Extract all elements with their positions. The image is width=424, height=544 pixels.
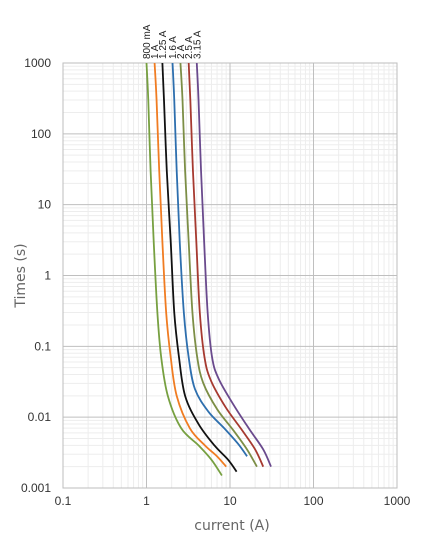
series-lines: [145, 62, 272, 477]
x-tick-label: 10: [223, 494, 237, 508]
y-tick-label: 0.01: [28, 410, 52, 424]
y-tick-label: 0.1: [34, 339, 51, 353]
series-label-2-5-a: 2.5 A: [184, 36, 195, 59]
axis-ticks: 0.1 1 10 100 1000 1000 100 10 1 0.1 0.01 0.001: [21, 56, 411, 508]
series-line-2-a: [179, 62, 258, 468]
x-tick-label: 0.1: [55, 494, 72, 508]
series-line-2-5-a: [187, 62, 265, 468]
series-label-1-6-a: 1.6 A: [168, 36, 179, 59]
series-line-1-6-a: [171, 62, 248, 457]
series-label-3-15-a: 3.15 A: [192, 30, 203, 59]
series-label-2-a: 2 A: [176, 44, 187, 59]
y-tick-label: 10: [38, 198, 52, 212]
x-tick-label: 100: [303, 494, 323, 508]
x-tick-label: 1: [143, 494, 150, 508]
y-tick-label: 100: [31, 127, 51, 141]
x-axis-title: current (A): [194, 518, 269, 534]
y-tick-label: 1000: [24, 56, 51, 70]
plot-frame: [62, 62, 398, 489]
series-line-1-a: [153, 62, 227, 468]
y-axis-title: Times (s): [13, 243, 29, 308]
y-tick-label: 0.001: [21, 481, 51, 495]
x-tick-label: 1000: [384, 494, 411, 508]
series-label-1-a: 1 A: [150, 44, 161, 59]
series-labels: 800 mA1 A1.25 A 1.6 A2 A2.5 A3.15 A: [142, 24, 203, 59]
y-tick-label: 1: [44, 269, 51, 283]
series-label-1-25-a: 1.25 A: [158, 30, 169, 59]
series-line-1-25-a: [161, 62, 238, 473]
series-line-800-ma: [145, 62, 223, 477]
series-label-800-ma: 800 mA: [142, 24, 153, 59]
series-line-3-15-a: [195, 62, 272, 468]
